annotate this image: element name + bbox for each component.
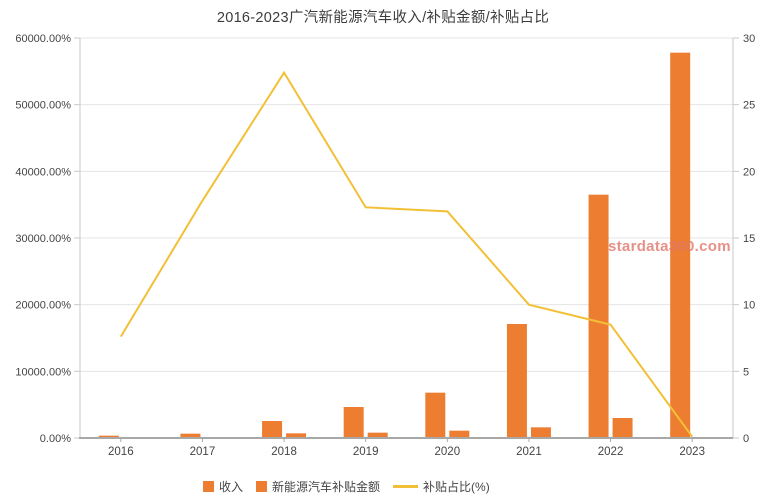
revenue-bar-2018 — [262, 421, 283, 438]
subsidy-bar-2019 — [367, 432, 388, 438]
subsidy-swatch-icon — [256, 481, 268, 492]
legend-label-ratio: 补贴占比(%) — [423, 480, 490, 494]
legend: 收入 新能源汽车补贴金额 补贴占比(%) — [203, 478, 490, 495]
x-axis-label-2019: 2019 — [353, 446, 379, 458]
right-axis-label: 5 — [743, 366, 749, 378]
legend-item-subsidy: 新能源汽车补贴金额 — [256, 478, 380, 495]
chart-title: 2016-2023广汽新能源汽车收入/补贴金额/补贴占比 — [216, 10, 550, 26]
revenue-bar-2022 — [588, 194, 609, 438]
subsidy-bar-2018 — [286, 433, 307, 438]
legend-item-revenue: 收入 — [203, 478, 243, 495]
x-axis-label-2023: 2023 — [679, 446, 705, 458]
right-axis-label: 20 — [743, 166, 755, 178]
subsidy-bar-2020 — [449, 430, 470, 438]
revenue-bar-2016 — [98, 435, 119, 438]
ratio-line-swatch-icon — [393, 485, 419, 488]
revenue-bar-2019 — [343, 407, 364, 438]
left-axis-label: 60000.00% — [15, 33, 71, 45]
revenue-bar-2017 — [180, 433, 201, 438]
left-axis-label: 20000.00% — [15, 300, 71, 312]
left-axis-label: 10000.00% — [15, 366, 71, 378]
plot-area: 0.00% 0 10000.00% 5 20000.00% 10 30000.00% 15 40… — [15, 33, 755, 458]
revenue-swatch-icon — [203, 481, 214, 492]
right-axis-label: 0 — [743, 433, 749, 445]
revenue-bar-2020 — [425, 392, 446, 438]
right-axis-label: 30 — [743, 33, 755, 45]
legend-label-revenue: 收入 — [219, 480, 244, 494]
left-axis-label: 40000.00% — [15, 166, 71, 178]
revenue-bar-2023 — [670, 52, 691, 439]
x-axis-label-2016: 2016 — [108, 446, 134, 458]
right-axis-label: 15 — [743, 233, 755, 245]
x-axis-label-2021: 2021 — [516, 446, 542, 458]
x-axis-label-2022: 2022 — [598, 446, 624, 458]
left-axis-label: 50000.00% — [15, 100, 71, 112]
subsidy-bar-2022 — [612, 418, 633, 438]
watermark: stardata360.com — [608, 238, 731, 255]
subsidy-bar-2021 — [530, 427, 551, 438]
x-axis-label-2018: 2018 — [271, 446, 297, 458]
left-axis-label: 30000.00% — [15, 233, 71, 245]
x-axis-label-2020: 2020 — [435, 446, 461, 458]
legend-label-subsidy: 新能源汽车补贴金额 — [272, 480, 381, 494]
legend-item-ratio: 补贴占比(%) — [393, 478, 490, 495]
right-axis-label: 25 — [743, 100, 755, 112]
subsidy-ratio-line — [119, 70, 693, 438]
revenue-bar-2021 — [506, 324, 527, 438]
x-axis-label-2017: 2017 — [190, 446, 216, 458]
right-axis-label: 10 — [743, 300, 755, 312]
left-axis-label: 0.00% — [40, 433, 71, 445]
